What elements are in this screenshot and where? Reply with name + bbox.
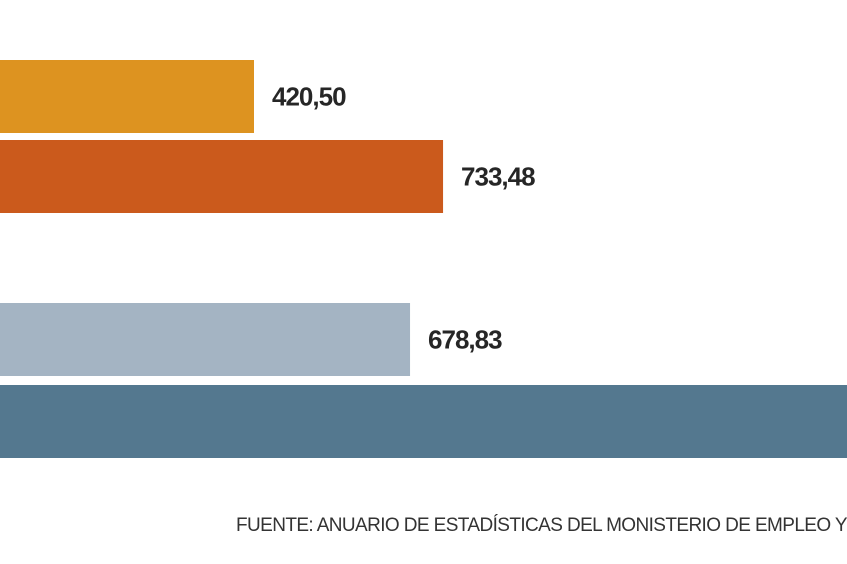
- bar-2-value-label: 733,48: [461, 162, 535, 192]
- bar-1-value-label: 420,50: [272, 82, 346, 112]
- bar-1: [0, 60, 254, 133]
- bar-3-value-label: 678,83: [428, 325, 502, 355]
- bar-4: [0, 385, 847, 458]
- source-note: FUENTE: ANUARIO DE ESTADÍSTICAS DEL MONI…: [236, 515, 847, 537]
- bar-3: [0, 303, 410, 376]
- bar-2: [0, 140, 443, 213]
